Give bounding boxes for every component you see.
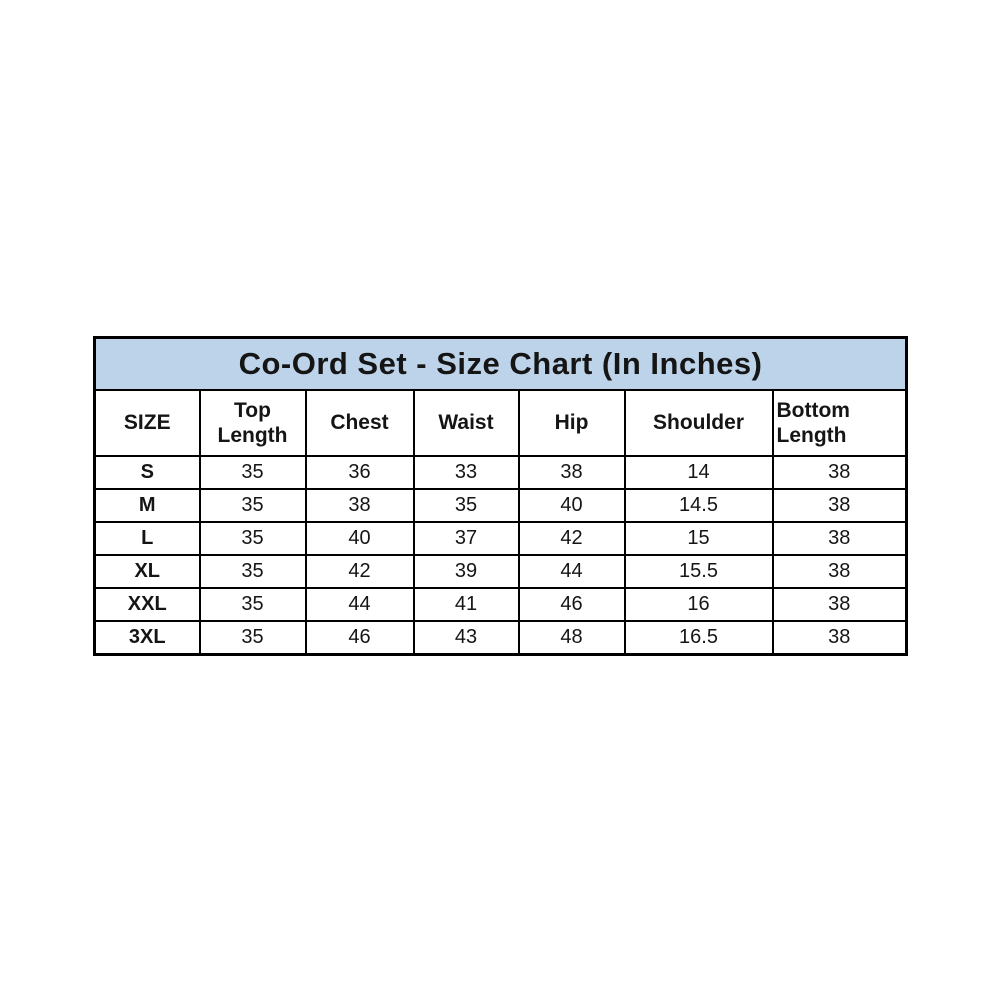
measurement-value: 38 xyxy=(771,521,908,556)
measurement-value: 38 xyxy=(771,455,908,490)
table-row-s: S 35 36 33 38 14 38 xyxy=(93,455,908,490)
measurement-value: 38 xyxy=(304,488,415,523)
size-label: M xyxy=(93,488,201,523)
measurement-value: 16 xyxy=(623,587,774,622)
measurement-value: 35 xyxy=(198,554,307,589)
measurement-value: 38 xyxy=(771,620,908,656)
measurement-value: 46 xyxy=(517,587,626,622)
size-label: XXL xyxy=(93,587,201,622)
measurement-value: 15.5 xyxy=(623,554,774,589)
measurement-value: 16.5 xyxy=(623,620,774,656)
size-label: XL xyxy=(93,554,201,589)
measurement-value: 41 xyxy=(412,587,520,622)
size-label: 3XL xyxy=(93,620,201,656)
table-row-xxl: XXL 35 44 41 46 16 38 xyxy=(93,587,908,622)
measurement-value: 42 xyxy=(304,554,415,589)
measurement-value: 46 xyxy=(304,620,415,656)
table-row-3xl: 3XL 35 46 43 48 16.5 38 xyxy=(93,620,908,656)
measurement-value: 42 xyxy=(517,521,626,556)
measurement-value: 38 xyxy=(771,587,908,622)
measurement-value: 35 xyxy=(198,455,307,490)
measurement-value: 35 xyxy=(198,521,307,556)
table-header-row: SIZE Top Length Chest Waist Hip Shoulder Botto… xyxy=(93,389,908,457)
size-chart-container: Co-Ord Set - Size Chart (In Inches) SIZE… xyxy=(93,336,909,656)
column-header-waist: Waist xyxy=(412,389,520,457)
measurement-value: 15 xyxy=(623,521,774,556)
measurement-value: 35 xyxy=(198,587,307,622)
title-row: Co-Ord Set - Size Chart (In Inches) xyxy=(93,336,908,391)
table-row-xl: XL 35 42 39 44 15.5 38 xyxy=(93,554,908,589)
measurement-value: 33 xyxy=(412,455,520,490)
measurement-value: 37 xyxy=(412,521,520,556)
measurement-value: 38 xyxy=(771,488,908,523)
column-header-chest: Chest xyxy=(304,389,415,457)
measurement-value: 40 xyxy=(304,521,415,556)
measurement-value: 35 xyxy=(198,488,307,523)
measurement-value: 44 xyxy=(517,554,626,589)
column-header-top-length: Top Length xyxy=(198,389,307,457)
measurement-value: 35 xyxy=(412,488,520,523)
size-label: L xyxy=(93,521,201,556)
measurement-value: 14.5 xyxy=(623,488,774,523)
table-title: Co-Ord Set - Size Chart (In Inches) xyxy=(93,336,908,391)
column-header-bottom-length: Bottom Length xyxy=(771,389,908,457)
measurement-value: 38 xyxy=(771,554,908,589)
measurement-value: 35 xyxy=(198,620,307,656)
measurement-value: 38 xyxy=(517,455,626,490)
table-row-l: L 35 40 37 42 15 38 xyxy=(93,521,908,556)
measurement-value: 43 xyxy=(412,620,520,656)
measurement-value: 36 xyxy=(304,455,415,490)
measurement-value: 44 xyxy=(304,587,415,622)
measurement-value: 40 xyxy=(517,488,626,523)
table-row-m: M 35 38 35 40 14.5 38 xyxy=(93,488,908,523)
column-header-size: SIZE xyxy=(93,389,201,457)
size-chart-table: Co-Ord Set - Size Chart (In Inches) SIZE… xyxy=(93,336,909,656)
size-label: S xyxy=(93,455,201,490)
measurement-value: 39 xyxy=(412,554,520,589)
measurement-value: 48 xyxy=(517,620,626,656)
column-header-shoulder: Shoulder xyxy=(623,389,774,457)
column-header-hip: Hip xyxy=(517,389,626,457)
measurement-value: 14 xyxy=(623,455,774,490)
